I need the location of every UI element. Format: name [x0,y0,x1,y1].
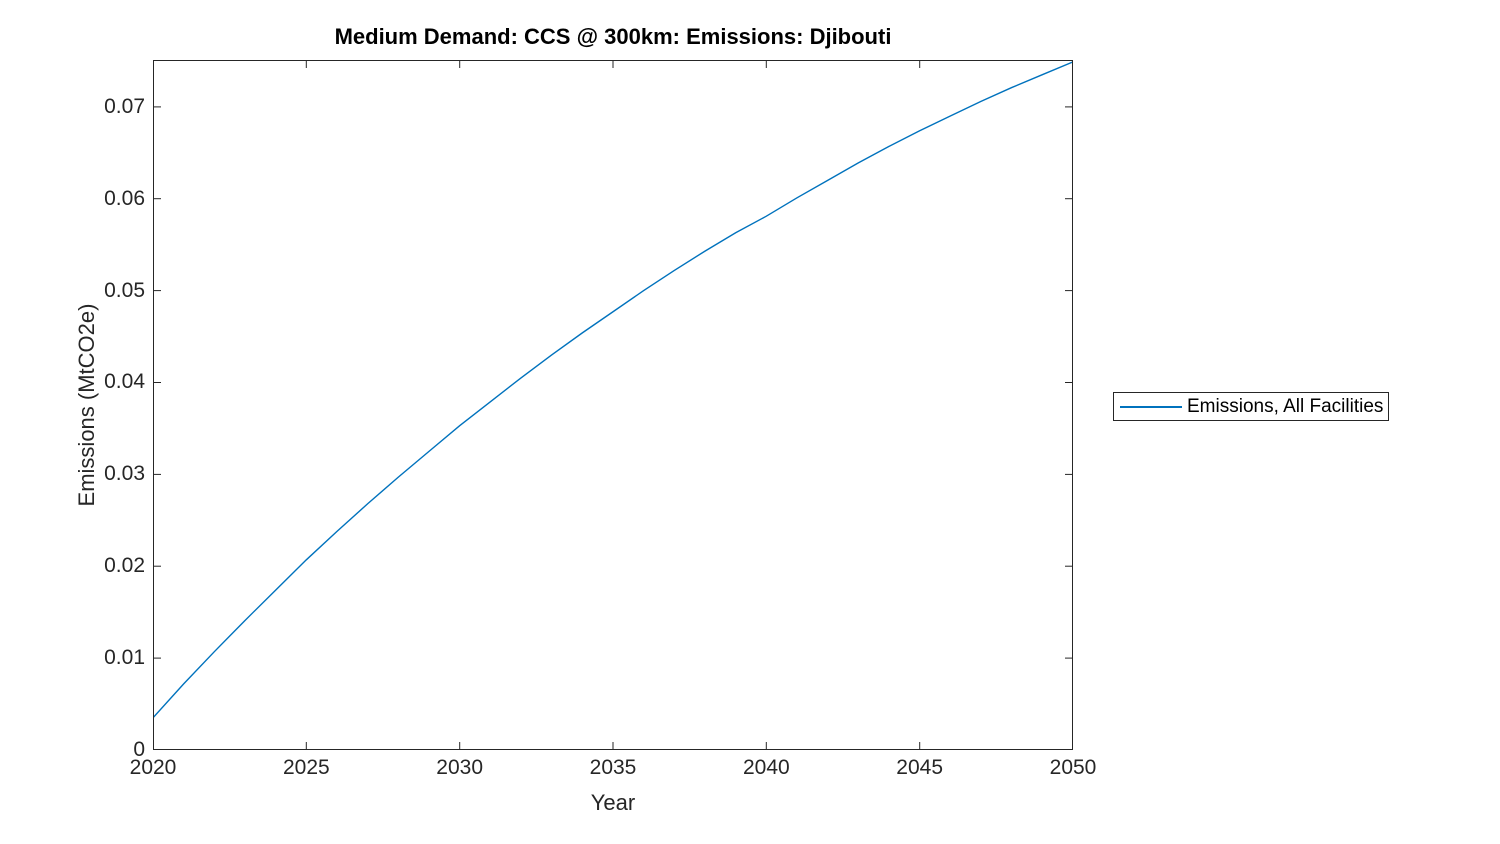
x-axis-label: Year [590,790,636,815]
legend-line-sample-icon [1120,405,1182,408]
y-tick-label: 0 [133,738,145,761]
y-tick-label: 0.04 [104,370,145,394]
x-tick-label: 2030 [436,756,484,779]
axes-box [153,60,1073,750]
y-tick-label: 0.03 [104,462,145,486]
y-tick-label: 0.02 [104,554,145,578]
plot-area [153,60,1073,750]
y-axis-label: Emissions (MtCO2e) [74,303,99,507]
x-tick-label: 2045 [896,756,944,779]
x-tick-label: 2040 [742,756,790,779]
chart-title: Medium Demand: CCS @ 300km: Emissions: D… [334,24,892,49]
legend-entry-label: Emissions, All Facilities [1187,395,1384,417]
line-series [153,61,1073,719]
y-tick-label: 0.01 [104,646,145,670]
y-tick-label: 0.05 [104,278,145,302]
x-tick-label: 2020 [129,756,177,779]
y-tick-label: 0.07 [104,94,145,118]
x-tick-label: 2035 [589,756,637,779]
y-tick-label: 0.06 [104,186,145,210]
legend: Emissions, All Facilities [1113,392,1389,421]
x-tick-label: 2050 [1049,756,1097,779]
x-tick-label: 2025 [282,756,330,779]
